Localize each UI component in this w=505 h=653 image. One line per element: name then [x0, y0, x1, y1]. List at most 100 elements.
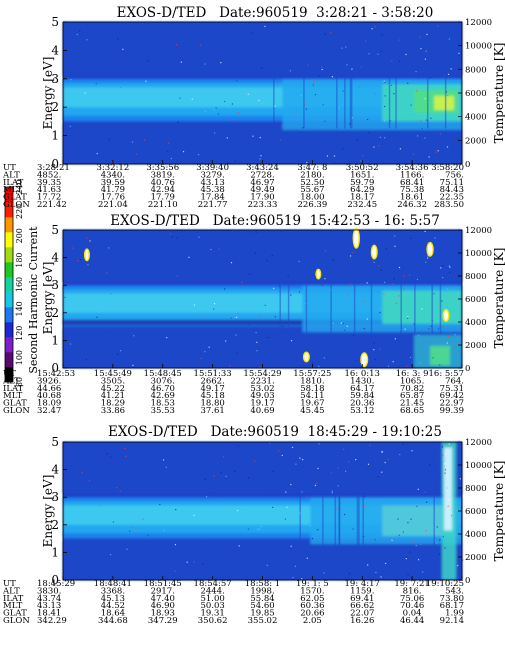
heatmap-cell [84, 92, 86, 94]
heatmap-cell [198, 236, 200, 238]
heatmap-cell [420, 543, 422, 546]
heatmap-cell [324, 120, 326, 122]
heatmap-cell [259, 366, 261, 368]
heatmap-cell [374, 539, 376, 541]
info-cell: 46.90 [151, 601, 175, 611]
heatmap-cell [359, 364, 361, 366]
heatmap-cell [236, 352, 238, 354]
heatmap-cell [272, 470, 274, 472]
heatmap-cell [380, 50, 382, 52]
info-cell: 84.43 [440, 185, 464, 195]
heatmap-cell [416, 505, 418, 507]
info-cell: 232.45 [347, 200, 377, 210]
heatmap-cell [426, 119, 428, 121]
heatmap-cell [256, 350, 258, 352]
info-cell: 18.93 [151, 609, 175, 619]
heatmap-cell [318, 365, 320, 367]
heatmap-cell [322, 490, 324, 546]
info-cell: 43.13 [37, 601, 61, 611]
heatmap-cell [106, 453, 108, 455]
heatmap-cell [342, 448, 345, 451]
heatmap-cell [240, 322, 243, 324]
heatmap-cell [176, 237, 178, 239]
heatmap-cell [344, 329, 346, 331]
heatmap-cell [459, 478, 461, 480]
heatmap-cell [378, 145, 380, 147]
heatmap-cell [302, 458, 304, 461]
heatmap-cell [439, 553, 441, 555]
info-cell: 3:47: 8 [297, 163, 327, 173]
heatmap-cell [400, 278, 402, 334]
info-cell: 49.03 [250, 391, 274, 401]
heatmap-cell [426, 501, 428, 503]
heatmap-cell [454, 333, 456, 336]
heatmap-cell [218, 248, 220, 250]
colorbar-cell [5, 337, 13, 353]
info-cell: 59.79 [350, 178, 374, 188]
heatmap-cell [381, 471, 383, 473]
heatmap-cell [89, 240, 91, 242]
info-cell: 3:28:21 [37, 163, 70, 173]
heatmap-cell [225, 475, 227, 478]
heatmap-cell [235, 341, 238, 343]
heatmap-cell [297, 469, 299, 471]
info-cell: 3368. [101, 586, 125, 596]
heatmap-cell [352, 155, 354, 158]
heatmap-cell [180, 61, 182, 63]
info-cell: 32.47 [37, 406, 61, 416]
heatmap-cell [118, 250, 120, 252]
info-cell: 2728. [250, 170, 274, 180]
info-cell: 1430. [350, 376, 374, 386]
heatmap-cell [302, 127, 304, 129]
heatmap-cell [204, 478, 206, 480]
colorbar-gradient [5, 187, 13, 383]
info-cell: 4852. [37, 170, 61, 180]
info-row-label: GLON [3, 200, 30, 210]
heatmap-cell [444, 75, 446, 77]
heatmap-cell [193, 514, 195, 517]
info-row-label: GLAT [3, 193, 27, 203]
heatmap-cell [324, 33, 326, 35]
info-cell: 3830. [37, 586, 61, 596]
heatmap-cell [303, 565, 305, 567]
heatmap-cell [451, 515, 453, 517]
info-cell: 58.18 [300, 384, 324, 394]
heatmap-cell [415, 544, 417, 547]
info-row-label: ALT [2, 376, 20, 386]
heatmap-cell [300, 94, 302, 97]
colorbar-tick-label: 180 [15, 252, 24, 267]
y-tick-label: 0 [51, 157, 59, 171]
info-cell: 44.52 [101, 601, 125, 611]
heatmap-cell [393, 93, 395, 95]
heatmap-cell [398, 60, 400, 62]
heatmap-cell [85, 358, 87, 361]
heatmap-cell [355, 359, 357, 361]
heatmap-cell [208, 491, 210, 494]
heatmap-cell [394, 245, 396, 247]
heatmap-cell [430, 325, 432, 327]
heatmap-cell [377, 476, 379, 478]
heatmap-cell [444, 463, 446, 465]
heatmap-cell [412, 153, 415, 155]
info-cell: 22.35 [440, 193, 464, 203]
heatmap-cell [371, 28, 373, 30]
heatmap-cell [440, 267, 442, 269]
heatmap-cell [311, 487, 313, 489]
heatmap-cell [366, 318, 368, 320]
info-cell: 1810. [300, 376, 324, 386]
heatmap-cell [347, 449, 350, 451]
info-row-label: ILAT [3, 384, 24, 394]
heatmap-cell [349, 255, 352, 257]
info-cell: 18.09 [37, 399, 61, 409]
heatmap-cell [387, 458, 389, 461]
heatmap-cell [405, 557, 407, 560]
colorbar-cell [5, 202, 13, 218]
heatmap-cell [165, 466, 167, 468]
heatmap-cell [220, 62, 222, 64]
info-cell: 69.42 [440, 391, 464, 401]
heatmap-cell [452, 81, 454, 83]
heatmap-cell [417, 66, 420, 69]
info-cell: 22.07 [350, 609, 374, 619]
heatmap-cell [117, 38, 119, 40]
info-cell: 21.45 [400, 399, 424, 409]
